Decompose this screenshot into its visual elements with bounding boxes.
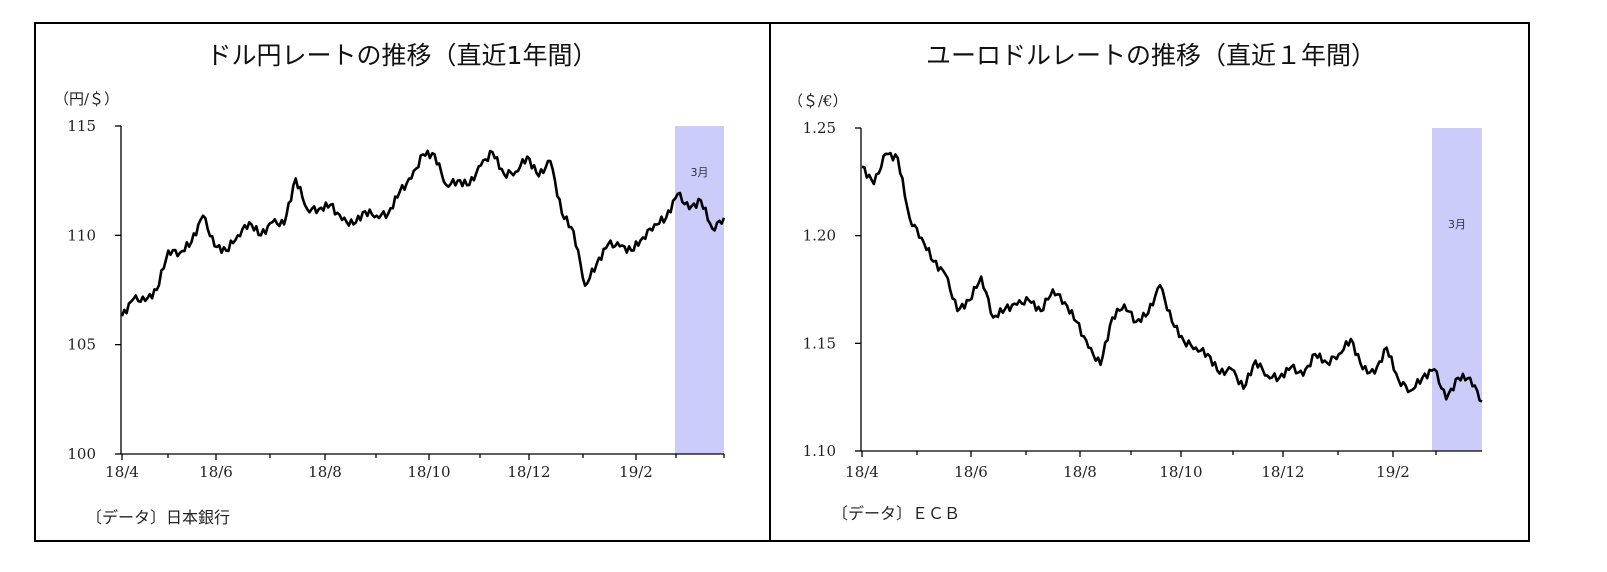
march-shaded-region: [1432, 128, 1482, 451]
y-tick-label: 115: [67, 117, 96, 135]
x-tick-label: 18/10: [1159, 463, 1202, 481]
y-axis-unit: （円/＄）: [54, 90, 120, 108]
shade-label: 3月: [691, 166, 709, 179]
y-axis-unit: （＄/€）: [788, 92, 848, 110]
x-tick-label: 18/12: [1261, 463, 1304, 481]
y-tick-label: 1.20: [803, 227, 836, 245]
x-tick-label: 18/6: [954, 463, 988, 481]
x-tick-label: 18/12: [507, 463, 550, 481]
data-source: 〔データ〕ＥＣＢ: [832, 504, 961, 523]
x-tick-label: 19/2: [1376, 463, 1410, 481]
y-tick-label: 110: [67, 226, 96, 244]
x-tick-label: 18/6: [199, 463, 233, 481]
eurusd-line: [861, 151, 1483, 403]
y-tick-label: 1.10: [803, 442, 836, 460]
figure-frame: [34, 22, 1530, 542]
y-tick-label: 105: [67, 336, 96, 354]
panel-divider: [769, 22, 771, 542]
shade-label: 3月: [1448, 218, 1466, 231]
y-tick-label: 1.15: [803, 334, 836, 352]
data-source: 〔データ〕日本銀行: [86, 508, 231, 527]
x-tick-label: 18/4: [845, 463, 879, 481]
march-shaded-region: [675, 126, 724, 454]
usdjpy-line: [120, 149, 726, 317]
chart-title: ユーロドルレートの推移（直近１年間）: [925, 41, 1376, 70]
axes: 1.10 1.15 1.20 1.25 18/4 18/6 18/8 18/10 18/12 19…: [803, 119, 1482, 481]
y-tick-label: 100: [67, 445, 96, 463]
x-tick-label: 19/2: [619, 463, 653, 481]
y-tick-label: 1.25: [803, 119, 836, 137]
axes: 100 105 110 115 18/4 18/6 18/8 18/10 18/12 19/2: [67, 117, 725, 481]
eurusd-panel: ユーロドルレートの推移（直近１年間） （＄/€） 〔データ〕ＥＣＢ: [770, 22, 1532, 542]
x-tick-label: 18/10: [407, 463, 450, 481]
usdjpy-panel: ドル円レートの推移（直近1年間） （円/＄） 〔データ〕日本銀行: [34, 22, 770, 542]
x-tick-label: 18/8: [1063, 463, 1097, 481]
x-tick-label: 18/4: [105, 463, 139, 481]
x-tick-label: 18/8: [308, 463, 342, 481]
chart-title: ドル円レートの推移（直近1年間）: [206, 41, 598, 70]
